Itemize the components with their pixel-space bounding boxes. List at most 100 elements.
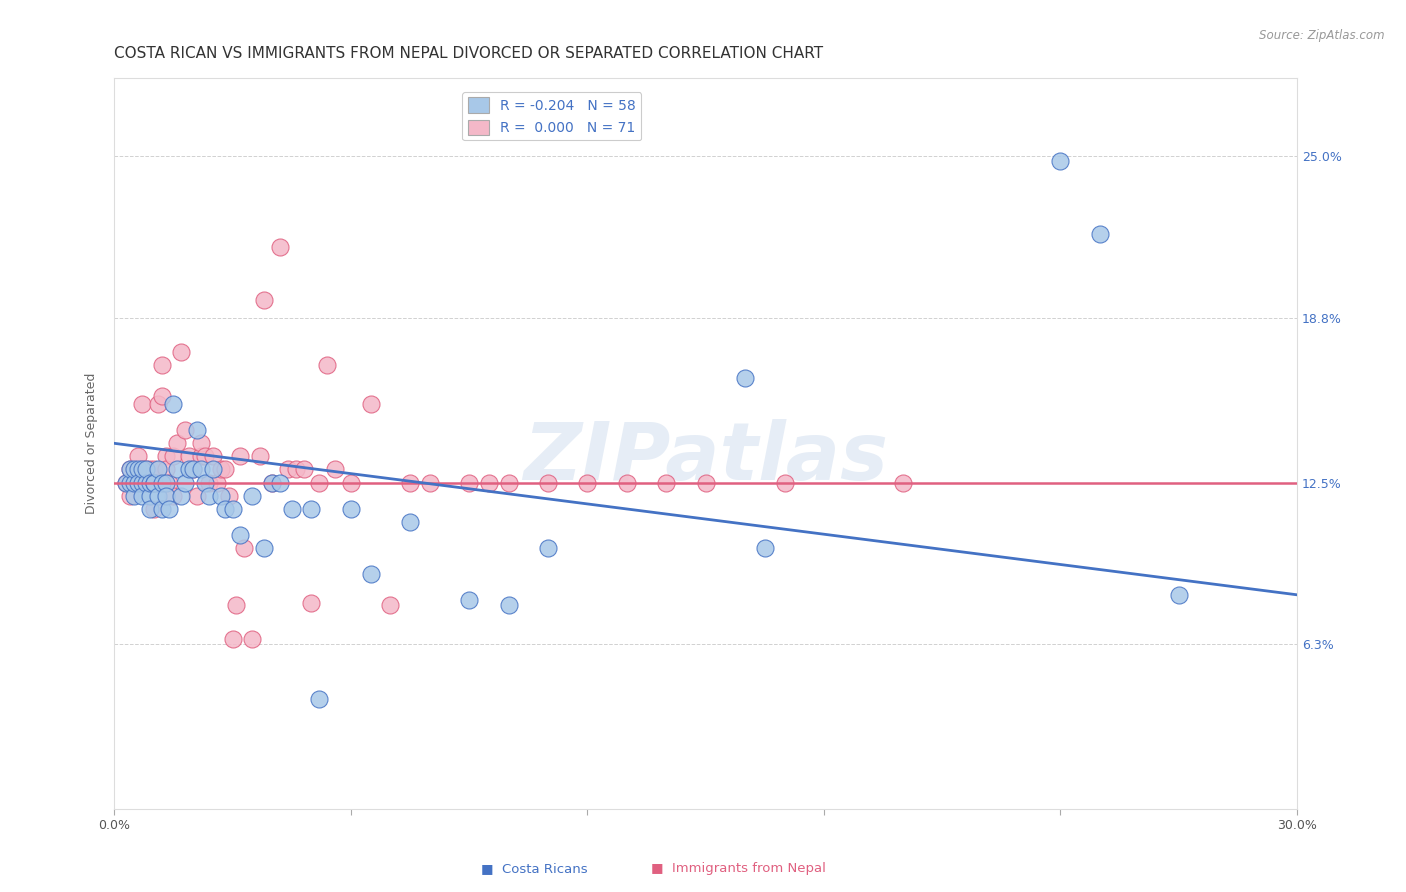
Point xyxy=(127,462,149,476)
Point xyxy=(218,489,240,503)
Point xyxy=(122,462,145,476)
Point xyxy=(122,475,145,490)
Point xyxy=(142,501,165,516)
Point xyxy=(194,450,217,464)
Point xyxy=(205,475,228,490)
Point xyxy=(260,475,283,490)
Point xyxy=(498,475,520,490)
Point xyxy=(135,462,157,476)
Point xyxy=(155,475,177,490)
Point xyxy=(695,475,717,490)
Point xyxy=(139,462,162,476)
Point xyxy=(142,475,165,490)
Point xyxy=(131,489,153,503)
Point xyxy=(142,462,165,476)
Point xyxy=(146,397,169,411)
Point xyxy=(249,450,271,464)
Point xyxy=(135,475,157,490)
Point xyxy=(316,358,339,372)
Point xyxy=(240,489,263,503)
Point xyxy=(139,501,162,516)
Point xyxy=(308,692,330,706)
Point xyxy=(127,475,149,490)
Point xyxy=(139,475,162,490)
Point xyxy=(166,462,188,476)
Point xyxy=(1167,588,1189,602)
Point xyxy=(734,371,756,385)
Point xyxy=(155,489,177,503)
Point xyxy=(280,501,302,516)
Point xyxy=(186,489,208,503)
Text: Source: ZipAtlas.com: Source: ZipAtlas.com xyxy=(1260,29,1385,42)
Point xyxy=(498,599,520,613)
Point xyxy=(190,436,212,450)
Point xyxy=(131,462,153,476)
Point xyxy=(122,489,145,503)
Text: ZIPatlas: ZIPatlas xyxy=(523,419,889,497)
Point xyxy=(458,593,481,607)
Point xyxy=(127,450,149,464)
Point xyxy=(308,475,330,490)
Point xyxy=(229,527,252,541)
Point xyxy=(194,475,217,490)
Point xyxy=(146,475,169,490)
Point xyxy=(399,515,422,529)
Point xyxy=(127,475,149,490)
Point xyxy=(181,462,204,476)
Point xyxy=(360,566,382,581)
Point xyxy=(277,462,299,476)
Point xyxy=(170,489,193,503)
Point xyxy=(155,450,177,464)
Point xyxy=(616,475,638,490)
Point xyxy=(458,475,481,490)
Point xyxy=(170,345,193,359)
Point xyxy=(190,450,212,464)
Point xyxy=(299,596,322,610)
Point xyxy=(419,475,441,490)
Point xyxy=(118,462,141,476)
Point xyxy=(399,475,422,490)
Point xyxy=(1049,154,1071,169)
Point xyxy=(115,475,138,490)
Point xyxy=(214,462,236,476)
Point xyxy=(179,462,201,476)
Point xyxy=(269,240,291,254)
Point xyxy=(135,475,157,490)
Point xyxy=(323,462,346,476)
Point xyxy=(131,475,153,490)
Point xyxy=(118,475,141,490)
Point xyxy=(209,462,232,476)
Point xyxy=(478,475,501,490)
Point xyxy=(115,475,138,490)
Point xyxy=(773,475,796,490)
Point xyxy=(131,397,153,411)
Point xyxy=(229,450,252,464)
Point xyxy=(166,436,188,450)
Legend: R = -0.204   N = 58, R =  0.000   N = 71: R = -0.204 N = 58, R = 0.000 N = 71 xyxy=(463,92,641,140)
Point xyxy=(142,475,165,490)
Point xyxy=(146,462,169,476)
Point xyxy=(142,475,165,490)
Point xyxy=(299,501,322,516)
Point xyxy=(174,423,197,437)
Text: COSTA RICAN VS IMMIGRANTS FROM NEPAL DIVORCED OR SEPARATED CORRELATION CHART: COSTA RICAN VS IMMIGRANTS FROM NEPAL DIV… xyxy=(114,46,824,62)
Point xyxy=(221,632,243,647)
Point xyxy=(260,475,283,490)
Point xyxy=(118,489,141,503)
Point xyxy=(118,462,141,476)
Point xyxy=(139,489,162,503)
Point xyxy=(122,462,145,476)
Point xyxy=(162,489,184,503)
Point xyxy=(179,450,201,464)
Point xyxy=(576,475,599,490)
Point xyxy=(360,397,382,411)
Text: ■  Costa Ricans: ■ Costa Ricans xyxy=(481,863,588,875)
Point xyxy=(146,489,169,503)
Point xyxy=(537,475,560,490)
Text: ■  Immigrants from Nepal: ■ Immigrants from Nepal xyxy=(651,863,825,875)
Point xyxy=(537,541,560,555)
Point xyxy=(209,489,232,503)
Y-axis label: Divorced or Separated: Divorced or Separated xyxy=(86,373,98,514)
Point xyxy=(162,450,184,464)
Point xyxy=(253,293,276,307)
